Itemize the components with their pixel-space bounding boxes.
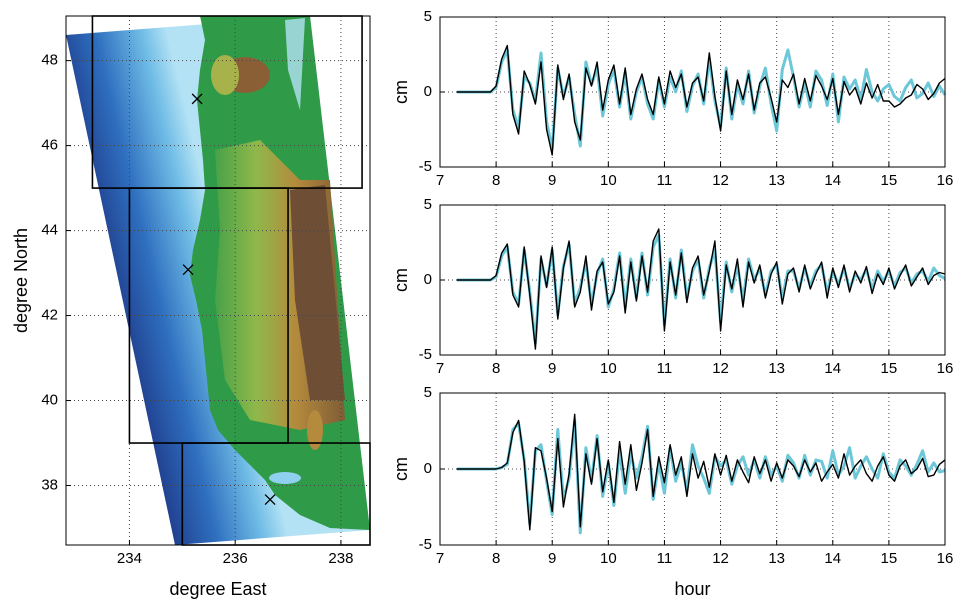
x-tick-label: 7 bbox=[436, 172, 444, 189]
y-axis-label: cm bbox=[391, 268, 411, 292]
x-tick-label: 12 bbox=[712, 360, 729, 377]
y-tick-label: 5 bbox=[424, 384, 432, 401]
y-tick-label: 0 bbox=[424, 271, 432, 288]
y-tick-label: 0 bbox=[424, 460, 432, 477]
gauge-marker bbox=[191, 93, 203, 105]
terrain bbox=[66, 16, 370, 545]
x-tick-label: 9 bbox=[548, 550, 556, 567]
series-line bbox=[456, 413, 946, 531]
x-tick-label: 11 bbox=[657, 172, 673, 189]
x-tick-label: 16 bbox=[937, 360, 954, 377]
gauge-marker bbox=[264, 494, 276, 505]
x-tick-label: 11 bbox=[657, 360, 673, 377]
x-tick-label: 8 bbox=[492, 550, 500, 567]
series-line bbox=[456, 228, 946, 350]
y-tick-label: -5 bbox=[419, 536, 432, 553]
x-tick-label: 238 bbox=[328, 550, 353, 567]
x-tick-label: 234 bbox=[117, 550, 142, 567]
x-tick-label: 10 bbox=[600, 360, 617, 377]
series-line bbox=[456, 48, 947, 151]
x-tick-label: 13 bbox=[768, 172, 785, 189]
y-tick-label: 0 bbox=[424, 83, 432, 100]
x-tick-label: 14 bbox=[824, 550, 841, 567]
y-tick-label: 5 bbox=[424, 196, 432, 213]
x-tick-label: 9 bbox=[548, 172, 556, 189]
series-line bbox=[456, 44, 946, 156]
y-tick-label: -5 bbox=[419, 346, 432, 363]
x-tick-label: 7 bbox=[436, 550, 444, 567]
x-axis-label: hour bbox=[674, 579, 710, 599]
x-tick-label: 236 bbox=[223, 550, 248, 567]
gauge-marker bbox=[182, 264, 194, 276]
axes-frame bbox=[439, 392, 946, 546]
x-tick-label: 11 bbox=[657, 550, 673, 567]
y-axis-label: cm bbox=[391, 457, 411, 481]
y-tick-label: 46 bbox=[41, 137, 58, 154]
y-tick-label: 38 bbox=[41, 476, 58, 493]
y-tick-label: 44 bbox=[41, 222, 58, 239]
y-tick-label: 48 bbox=[41, 52, 58, 69]
x-tick-label: 7 bbox=[436, 360, 444, 377]
x-tick-label: 14 bbox=[824, 172, 841, 189]
x-tick-label: 8 bbox=[492, 360, 500, 377]
y-tick-label: 42 bbox=[41, 307, 58, 324]
y-tick-label: -5 bbox=[419, 158, 432, 175]
series-line bbox=[456, 418, 946, 535]
x-tick-label: 16 bbox=[937, 172, 954, 189]
x-axis-label: degree East bbox=[169, 579, 266, 599]
axes-frame bbox=[439, 204, 946, 356]
x-tick-label: 13 bbox=[768, 550, 785, 567]
x-tick-label: 10 bbox=[600, 172, 617, 189]
x-tick-label: 15 bbox=[881, 360, 898, 377]
x-tick-label: 9 bbox=[548, 360, 556, 377]
x-tick-label: 16 bbox=[937, 550, 954, 567]
axes-frame bbox=[439, 16, 946, 168]
y-axis-label: cm bbox=[391, 80, 411, 104]
x-tick-label: 14 bbox=[824, 360, 841, 377]
x-tick-label: 12 bbox=[712, 550, 729, 567]
y-tick-label: 40 bbox=[41, 392, 58, 409]
y-tick-label: 5 bbox=[424, 8, 432, 25]
x-tick-label: 8 bbox=[492, 172, 500, 189]
x-tick-label: 10 bbox=[600, 550, 617, 567]
x-tick-label: 15 bbox=[881, 550, 898, 567]
x-tick-label: 13 bbox=[768, 360, 785, 377]
x-tick-label: 15 bbox=[881, 172, 898, 189]
y-axis-label: degree North bbox=[11, 228, 31, 333]
x-tick-label: 12 bbox=[712, 172, 729, 189]
axes-frame bbox=[65, 15, 371, 546]
